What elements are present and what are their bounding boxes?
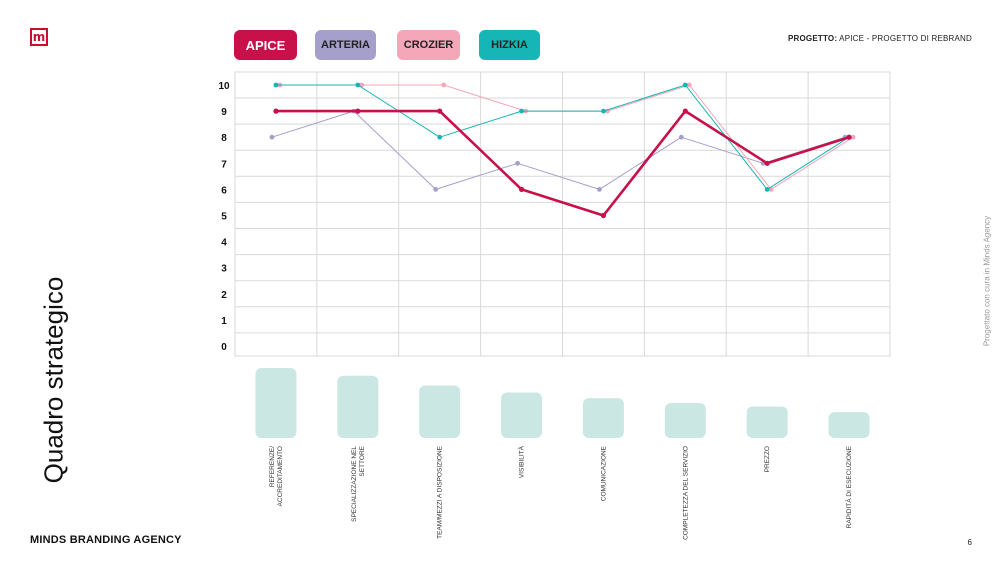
y-tick-label: 4: [221, 238, 227, 249]
data-point: [846, 134, 852, 140]
importance-bar: [664, 403, 706, 438]
importance-bar: [419, 385, 461, 438]
data-point: [437, 134, 443, 140]
x-tick-label: COMPLETEZZA DEL SERVIZIO: [682, 446, 689, 540]
importance-bar: [337, 375, 379, 438]
y-tick-label: 9: [221, 107, 227, 118]
y-tick-label: 5: [221, 212, 227, 223]
data-point: [437, 108, 443, 114]
side-note: Progettato con cura in Minds Agency: [982, 215, 992, 347]
x-tick-label: RAPIDITÀ DI ESECUZIONE: [844, 445, 853, 528]
data-point: [273, 82, 279, 88]
data-point: [682, 82, 688, 88]
project-header: PROGETTO: APICE - PROGETTO DI REBRAND: [788, 34, 972, 43]
x-tick-label: REFERENZE/ACCREDITAMENTO: [269, 446, 284, 507]
y-tick-label: 10: [218, 81, 230, 92]
y-tick-label: 3: [221, 264, 227, 275]
data-point: [597, 187, 602, 192]
y-tick-label: 1: [221, 316, 227, 327]
data-point: [355, 82, 361, 88]
x-tick-label: PREZZO: [764, 446, 771, 472]
data-point: [518, 186, 525, 192]
data-point: [678, 134, 684, 140]
y-tick-label: 7: [221, 159, 227, 170]
data-point: [600, 212, 607, 219]
y-tick-label: 2: [221, 290, 227, 301]
legend-item: HIZKIA: [479, 30, 540, 60]
brand-logo: m: [30, 28, 48, 46]
importance-bar: [255, 368, 297, 438]
y-tick-label: 8: [221, 133, 227, 144]
data-point: [850, 134, 856, 140]
agency-name: MINDS BRANDING AGENCY: [30, 534, 182, 546]
importance-bar: [501, 392, 543, 438]
data-point: [355, 108, 361, 114]
page-title: Quadro strategico: [38, 276, 69, 484]
data-point: [273, 108, 279, 114]
x-tick-label: TEAM/MEZZI A DISPOSIZIONE: [437, 445, 444, 538]
x-tick-label: COMUNICAZIONE: [600, 445, 607, 501]
series-line: [275, 84, 850, 190]
x-tick-label: VISIBILITÀ: [517, 445, 526, 478]
data-point: [519, 108, 524, 114]
x-tick-label: SPECIALIZZAZIONE NELSETTORE: [351, 445, 366, 522]
project-label: PROGETTO:: [787, 34, 838, 43]
data-point: [515, 160, 520, 166]
data-point: [269, 134, 275, 140]
importance-bar: [828, 412, 870, 438]
page-number: 6: [967, 538, 972, 547]
importance-bar: [746, 406, 788, 438]
data-point: [682, 108, 688, 114]
data-point: [764, 187, 770, 192]
legend-item: CROZIER: [397, 30, 460, 60]
series-line: [279, 84, 854, 190]
series-line: [275, 109, 850, 217]
data-point: [441, 82, 447, 88]
project-value: APICE - PROGETTO DI REBRAND: [839, 34, 972, 43]
data-point: [764, 160, 770, 166]
data-point: [601, 108, 606, 114]
legend-item: ARTERIA: [315, 30, 376, 60]
series-line: [271, 110, 846, 190]
data-point: [686, 82, 692, 88]
data-point: [433, 187, 439, 192]
legend-item: APICE: [234, 30, 297, 60]
y-tick-label: 0: [221, 342, 227, 353]
y-tick-label: 6: [221, 185, 227, 196]
importance-bar: [582, 398, 624, 438]
